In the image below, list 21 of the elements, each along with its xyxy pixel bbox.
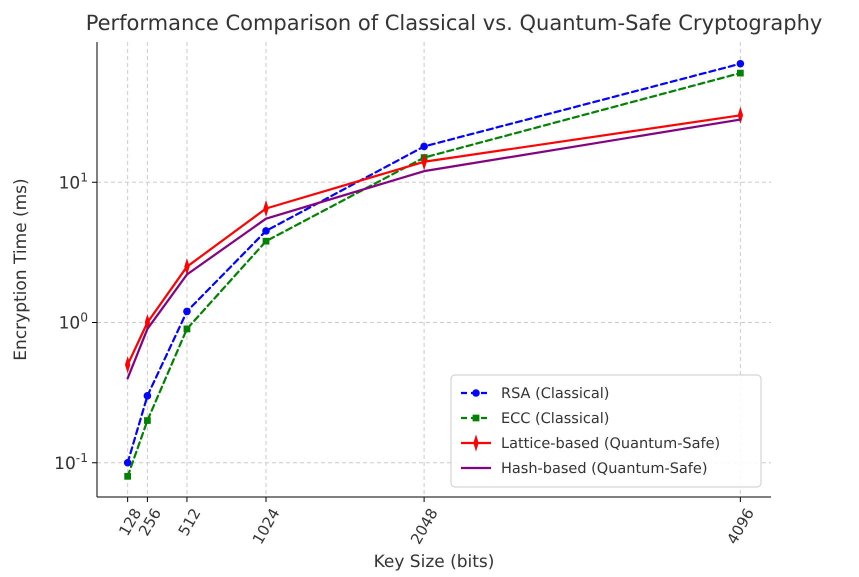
point (420, 142, 428, 150)
point (184, 326, 190, 332)
y-tick-label: 10$^{1}$ (58, 170, 88, 194)
point (124, 458, 132, 467)
legend-label: Hash-based (Quantum-Safe) (501, 461, 708, 477)
point (183, 308, 191, 316)
y-tick-label: 10$^{0}$ (58, 310, 88, 334)
chart-title: Performance Comparison of Classical vs. Quantum-Safe Cryptography (86, 11, 822, 35)
point (124, 473, 131, 480)
legend-label: Lattice-based (Quantum-Safe) (501, 436, 720, 452)
point (736, 60, 744, 68)
legend-label: ECC (Classical) (501, 411, 610, 427)
point (737, 70, 744, 76)
point (262, 238, 270, 245)
y-axis-title: Encryption Time (ms) (11, 178, 31, 361)
y-tick-label: 10$^{-1}$ (54, 450, 88, 474)
legend-label: RSA (Classical) (501, 386, 610, 402)
point (144, 392, 152, 400)
point (262, 227, 270, 235)
point (144, 417, 151, 424)
x-axis-title: Key Size (bits) (374, 552, 494, 572)
